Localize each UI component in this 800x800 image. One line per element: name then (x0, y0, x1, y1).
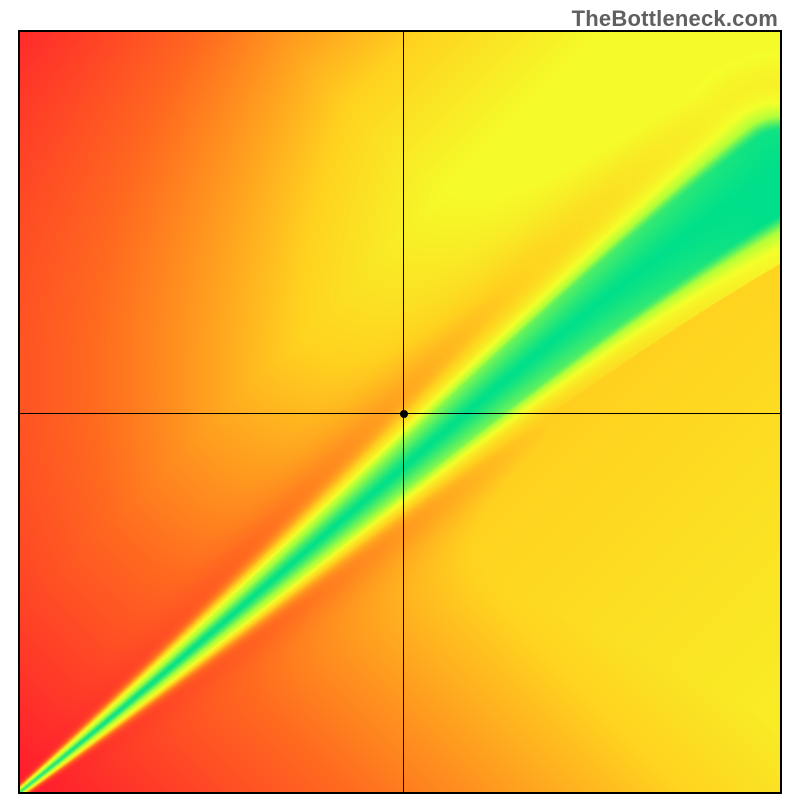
watermark-label: TheBottleneck.com (572, 6, 778, 32)
chart-container: TheBottleneck.com (0, 0, 800, 800)
plot-area (0, 0, 800, 800)
plot-border (18, 30, 782, 794)
